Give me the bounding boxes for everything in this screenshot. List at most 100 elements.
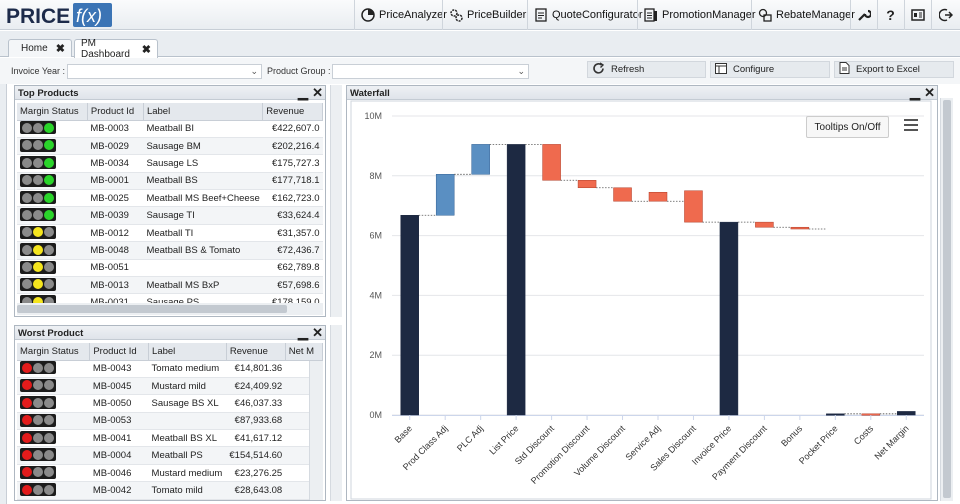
product-group-select[interactable]: ⌄ bbox=[332, 64, 529, 79]
revenue-cell: €41,617.12 bbox=[226, 429, 286, 448]
tab-home[interactable]: Home ✖ bbox=[8, 39, 72, 57]
margin-status-cell bbox=[17, 481, 90, 500]
logout-icon[interactable] bbox=[931, 0, 960, 30]
nav-rebate-manager[interactable]: RebateManager bbox=[751, 0, 855, 30]
revenue-cell: €175,727.3 bbox=[262, 154, 323, 173]
table-row[interactable]: MB-0041 Meatball BS XL €41,617.12 bbox=[17, 429, 323, 448]
nav-quote-configurator[interactable]: QuoteConfigurator bbox=[527, 0, 643, 30]
export-to-excel-button[interactable]: Export to Excel bbox=[834, 61, 954, 78]
refresh-button[interactable]: Refresh bbox=[587, 61, 706, 78]
table-row[interactable]: MB-0003 Meatball BI €422,607.0 bbox=[17, 120, 323, 138]
configure-button[interactable]: Configure bbox=[710, 61, 830, 78]
traffic-light-icon bbox=[20, 138, 56, 152]
pricefx-logo[interactable]: PRICE f(x) bbox=[4, 1, 114, 29]
traffic-light-icon bbox=[20, 208, 56, 222]
table-row[interactable]: MB-0051 €62,789.8 bbox=[17, 259, 323, 278]
help-icon[interactable]: ? bbox=[877, 0, 903, 30]
scrollbar-thumb[interactable] bbox=[17, 305, 287, 313]
label-cell: Sausage LS bbox=[143, 154, 263, 173]
nav-price-analyzer[interactable]: PriceAnalyzer bbox=[354, 0, 447, 30]
id-card-icon[interactable] bbox=[904, 0, 930, 30]
column-header-revenue[interactable]: Revenue bbox=[226, 343, 286, 361]
nav-promotion-manager[interactable]: PromotionManager bbox=[637, 0, 756, 30]
invoice-year-select[interactable]: ⌄ bbox=[67, 64, 262, 79]
minimize-icon[interactable]: ▁ bbox=[298, 85, 308, 100]
traffic-light-icon bbox=[20, 431, 56, 444]
top-products-vertical-scrollbar[interactable] bbox=[330, 85, 342, 317]
tab-pm-dashboard[interactable]: PM Dashboard ✖ bbox=[74, 38, 158, 60]
column-header-label[interactable]: Label bbox=[143, 103, 264, 121]
wrench-icon[interactable] bbox=[850, 0, 876, 30]
product-id-cell: MB-0039 bbox=[87, 206, 144, 225]
column-header-product-id[interactable]: Product Id bbox=[87, 103, 144, 121]
product-id-cell: MB-0003 bbox=[87, 120, 144, 138]
chart-menu-icon[interactable] bbox=[904, 119, 918, 131]
column-header-revenue[interactable]: Revenue bbox=[262, 103, 323, 121]
worst-product-panel: Worst Product ▁ ✕ Margin Status Product … bbox=[14, 325, 326, 501]
close-tab-icon[interactable]: ✖ bbox=[55, 43, 65, 55]
tab-strip: Home ✖ PM Dashboard ✖ bbox=[0, 31, 960, 60]
close-icon[interactable]: ✕ bbox=[312, 325, 323, 340]
margin-status-cell bbox=[17, 464, 90, 483]
revenue-cell: €177,718.1 bbox=[262, 172, 323, 191]
table-row[interactable]: MB-0012 Meatball TI €31,357.0 bbox=[17, 224, 323, 243]
table-row[interactable]: MB-0013 Meatball MS BxP €57,698.6 bbox=[17, 276, 323, 295]
column-header-product-id[interactable]: Product Id bbox=[89, 343, 150, 361]
margin-status-cell bbox=[17, 172, 88, 191]
rebate-icon bbox=[758, 8, 772, 22]
panel-title: Worst Product bbox=[18, 328, 84, 339]
tooltips-toggle-button[interactable]: Tooltips On/Off bbox=[806, 116, 889, 138]
left-splitter[interactable] bbox=[0, 84, 7, 504]
column-header-margin-status[interactable]: Margin Status bbox=[17, 343, 91, 361]
table-row[interactable]: MB-0004 Meatball PS €154,514.60 bbox=[17, 446, 323, 465]
traffic-light-icon bbox=[20, 448, 56, 462]
label-cell bbox=[143, 259, 263, 278]
product-id-cell: MB-0034 bbox=[87, 154, 144, 173]
y-tick-label: 8M bbox=[369, 171, 382, 181]
revenue-cell: €46,037.33 bbox=[226, 394, 286, 413]
margin-status-cell bbox=[17, 241, 88, 260]
close-icon[interactable]: ✕ bbox=[312, 85, 323, 100]
minimize-icon[interactable]: ▁ bbox=[298, 325, 308, 340]
waterfall-title-bar: Waterfall ▁ ✕ bbox=[347, 85, 937, 100]
label-cell: Mustard medium bbox=[148, 464, 227, 483]
revenue-cell: €162,723.0 bbox=[262, 189, 323, 208]
table-row[interactable]: MB-0053 €87,933.68 bbox=[17, 412, 323, 431]
close-tab-icon[interactable]: ✖ bbox=[141, 43, 151, 56]
waterfall-bar bbox=[719, 221, 739, 416]
close-icon[interactable]: ✕ bbox=[924, 85, 935, 100]
column-header-net-margin[interactable]: Net M bbox=[285, 343, 324, 361]
table-row[interactable]: MB-0048 Meatball BS & Tomato €72,436.7 bbox=[17, 241, 323, 260]
panel-title: Waterfall bbox=[350, 88, 390, 99]
top-products-title-bar: Top Products ▁ ✕ bbox=[15, 86, 325, 100]
worst-product-vertical-scrollbar[interactable] bbox=[309, 361, 323, 500]
table-row[interactable]: MB-0046 Mustard medium €23,276.25 bbox=[17, 464, 323, 483]
y-tick-label: 2M bbox=[369, 350, 382, 360]
table-row[interactable]: MB-0050 Sausage BS XL €46,037.33 bbox=[17, 394, 323, 413]
table-row[interactable]: MB-0029 Sausage BM €202,216.4 bbox=[17, 137, 323, 156]
traffic-light-icon bbox=[20, 361, 56, 375]
chart-vertical-scrollbar[interactable] bbox=[940, 98, 953, 501]
table-row[interactable]: MB-0001 Meatball BS €177,718.1 bbox=[17, 172, 323, 191]
column-header-margin-status[interactable]: Margin Status bbox=[17, 103, 88, 121]
scrollbar-thumb[interactable] bbox=[943, 100, 951, 498]
worst-product-title-bar: Worst Product ▁ ✕ bbox=[15, 326, 325, 340]
table-row[interactable]: MB-0043 Tomato medium €14,801.36 bbox=[17, 360, 323, 378]
table-row[interactable]: MB-0025 Meatball MS Beef+Cheese €162,723.0 bbox=[17, 189, 323, 208]
worst-product-table: Margin Status Product Id Label Revenue N… bbox=[17, 343, 324, 500]
filter-bar: Invoice Year : ⌄ Product Group : ⌄ Refre… bbox=[0, 58, 960, 84]
table-row[interactable]: MB-0042 Tomato mild €28,643.08 bbox=[17, 481, 323, 500]
left-column-scrollbar[interactable] bbox=[330, 325, 342, 501]
column-header-label[interactable]: Label bbox=[148, 343, 227, 361]
table-row[interactable]: MB-0034 Sausage LS €175,727.3 bbox=[17, 154, 323, 173]
horizontal-scrollbar[interactable] bbox=[17, 303, 323, 315]
chevron-down-icon: ⌄ bbox=[250, 66, 258, 76]
nav-price-builder[interactable]: PriceBuilder bbox=[442, 0, 526, 30]
revenue-cell: €154,514.60 bbox=[226, 446, 286, 465]
minimize-icon[interactable]: ▁ bbox=[910, 85, 920, 100]
traffic-light-icon bbox=[20, 465, 56, 479]
table-row[interactable]: MB-0039 Sausage TI €33,624.4 bbox=[17, 206, 323, 225]
table-row[interactable]: MB-0045 Mustard mild €24,409.92 bbox=[17, 377, 323, 396]
document-icon bbox=[534, 8, 548, 22]
